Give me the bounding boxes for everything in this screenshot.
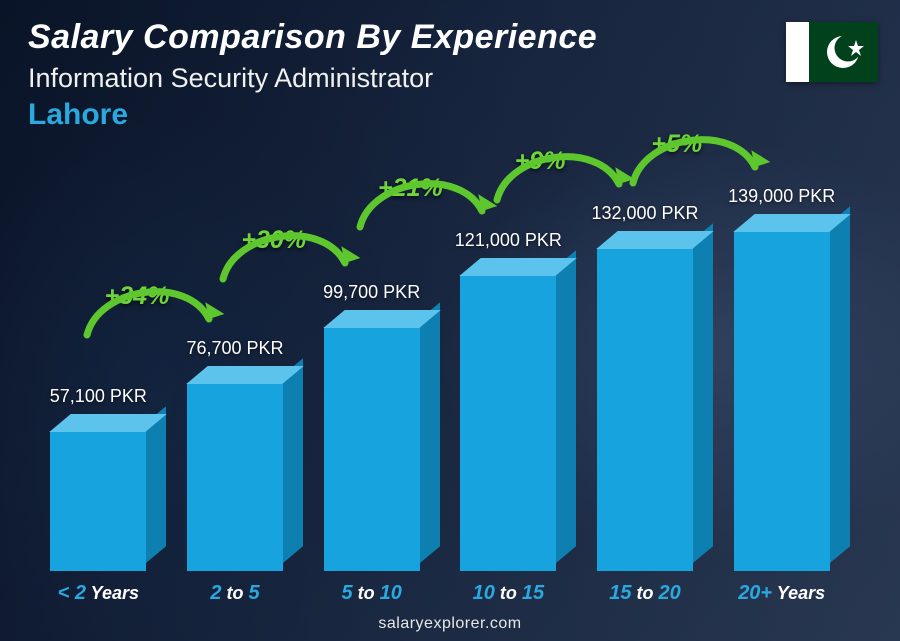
page-subtitle: Information Security Administrator [28,63,597,94]
bar-slot: 57,100 PKR [30,170,167,571]
bar-front [187,383,283,571]
bar [734,231,830,571]
bar-front [324,327,420,571]
bar-side [283,358,303,563]
bar [50,431,146,571]
bar-value-label: 76,700 PKR [186,338,283,359]
bar [324,327,420,571]
x-tick: 15 to 20 [577,582,714,605]
bar-slot: 132,000 PKR+9% [577,170,714,571]
x-tick: < 2 Years [30,582,167,605]
pct-badge: +5% [651,130,702,159]
pct-badge: +34% [105,282,170,311]
bar-slot: 121,000 PKR+21% [440,170,577,571]
flag-crescent-star-icon [809,22,878,82]
bar-front [460,275,556,571]
pct-badge: +30% [241,226,306,255]
bar-side [146,406,166,563]
bar-value-label: 99,700 PKR [323,282,420,303]
bar-value-label: 57,100 PKR [50,386,147,407]
bar-value-label: 121,000 PKR [455,230,562,251]
bar-side [830,206,850,563]
x-axis: < 2 Years2 to 55 to 1010 to 1515 to 2020… [30,582,850,605]
infographic-stage: Salary Comparison By Experience Informat… [0,0,900,641]
bar-value-label: 132,000 PKR [591,203,698,224]
footer-credit: salaryexplorer.com [0,615,900,633]
bars-container: 57,100 PKR76,700 PKR+34%99,700 PKR+30%12… [30,170,850,571]
bar-front [50,431,146,571]
x-tick: 5 to 10 [303,582,440,605]
location-label: Lahore [28,98,597,132]
bar [187,383,283,571]
pakistan-flag-icon [786,22,878,82]
pct-badge: +9% [515,147,566,176]
x-tick: 10 to 15 [440,582,577,605]
page-title: Salary Comparison By Experience [28,18,597,57]
bar-chart: 57,100 PKR76,700 PKR+34%99,700 PKR+30%12… [30,170,850,571]
bar-side [693,223,713,563]
flag-stripe [786,22,809,82]
x-tick: 20+ Years [713,582,850,605]
bar-slot: 139,000 PKR+5% [713,170,850,571]
bar-side [420,302,440,563]
bar-value-label: 139,000 PKR [728,186,835,207]
x-tick: 2 to 5 [167,582,304,605]
bar-front [597,248,693,571]
bar-front [734,231,830,571]
pct-badge: +21% [378,174,443,203]
header: Salary Comparison By Experience Informat… [28,18,597,132]
flag-field [809,22,878,82]
bar [460,275,556,571]
bar-side [556,250,576,563]
bar-slot: 99,700 PKR+30% [303,170,440,571]
bar [597,248,693,571]
